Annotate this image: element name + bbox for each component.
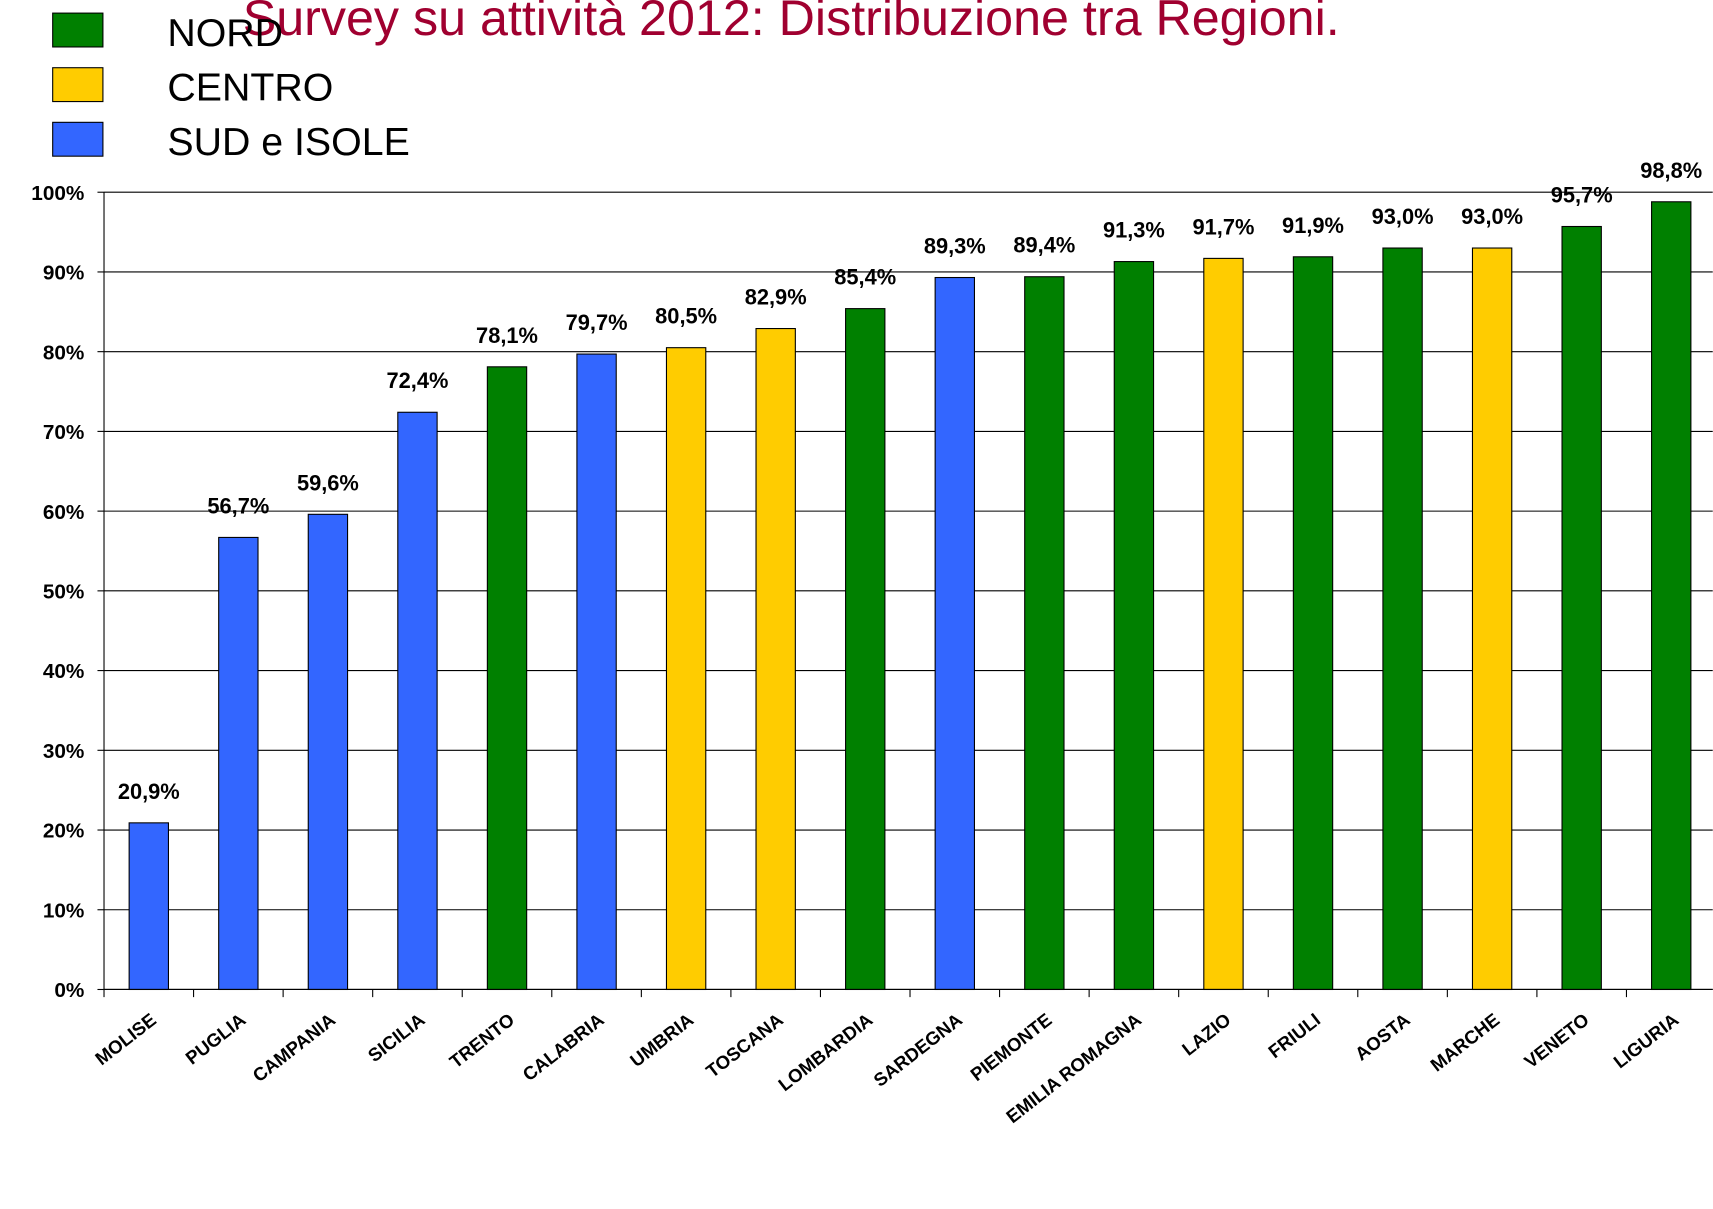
bar (934, 276, 975, 991)
x-tick-label: SICILIA (364, 1009, 429, 1066)
y-tick-label: 80% (43, 341, 85, 364)
x-tick-label: FRIULI (1264, 1009, 1324, 1062)
data-label: 56,7% (207, 493, 269, 518)
bar (1561, 225, 1602, 991)
x-tick-label: PIEMONTE (966, 1009, 1055, 1085)
legend-swatch (52, 121, 104, 157)
y-tick-label: 40% (43, 660, 85, 683)
data-label: 79,7% (566, 310, 628, 335)
x-tick-label: CAMPANIA (248, 1009, 339, 1086)
data-label: 20,9% (118, 779, 180, 804)
bar (1113, 261, 1155, 991)
bar (665, 347, 707, 991)
bar (1292, 256, 1334, 991)
x-tick-label: LOMBARDIA (774, 1009, 876, 1095)
x-tick-label: TOSCANA (702, 1009, 787, 1082)
legend-label: SUD e ISOLE (167, 120, 409, 164)
data-label: 91,7% (1193, 214, 1255, 239)
data-label: 93,0% (1461, 204, 1523, 229)
y-tick-label: 30% (43, 740, 85, 763)
x-tick-label: MARCHE (1426, 1009, 1503, 1076)
data-label: 85,4% (834, 265, 896, 290)
legend-swatch (52, 12, 104, 48)
y-tick-label: 0% (54, 979, 84, 1002)
data-label: 89,4% (1013, 233, 1075, 258)
y-tick-label: 90% (43, 262, 85, 285)
y-tick-label: 60% (43, 501, 85, 524)
bar (307, 513, 349, 991)
bar (128, 822, 169, 991)
bar (218, 536, 259, 991)
bar (486, 366, 528, 991)
bar (1382, 247, 1423, 991)
data-label: 89,3% (924, 233, 986, 258)
chart-title: Survey su attività 2012: Distribuzione t… (243, 0, 1340, 46)
x-tick-label: VENETO (1520, 1009, 1593, 1072)
x-tick-label: SARDEGNA (869, 1009, 966, 1091)
y-tick-label: 70% (43, 421, 85, 444)
legend-label: CENTRO (167, 65, 333, 109)
x-tick-label: CALABRIA (519, 1009, 608, 1085)
data-label: 98,8% (1640, 158, 1702, 183)
legend-label: NORD (167, 11, 283, 55)
x-tick-label: TRENTO (445, 1009, 518, 1072)
data-label: 78,1% (476, 323, 538, 348)
bar (1471, 247, 1513, 991)
bar (755, 328, 796, 991)
data-label: 93,0% (1372, 204, 1434, 229)
bar (845, 308, 886, 991)
data-label: 82,9% (745, 285, 807, 310)
y-tick-label: 50% (43, 580, 85, 603)
y-tick-label: 10% (43, 899, 85, 922)
y-tick-label: 20% (43, 820, 85, 843)
data-label: 91,3% (1103, 218, 1165, 243)
x-tick-label: LIGURIA (1609, 1009, 1682, 1072)
y-tick-label: 100% (31, 182, 84, 205)
bar (1203, 257, 1244, 991)
bar (1024, 276, 1065, 991)
data-label: 91,9% (1282, 213, 1344, 238)
data-label: 59,6% (297, 470, 359, 495)
data-label: 95,7% (1551, 182, 1613, 207)
data-label: 72,4% (387, 368, 449, 393)
x-tick-label: MOLISE (91, 1009, 160, 1069)
bar (397, 411, 438, 991)
x-tick-label: AOSTA (1351, 1009, 1414, 1065)
legend-swatch (52, 67, 104, 103)
bar (576, 353, 617, 991)
bar (1651, 201, 1692, 991)
x-tick-label: PUGLIA (181, 1009, 249, 1069)
x-tick-label: UMBRIA (626, 1009, 697, 1071)
data-label: 80,5% (655, 304, 717, 329)
x-tick-label: LAZIO (1178, 1009, 1235, 1060)
